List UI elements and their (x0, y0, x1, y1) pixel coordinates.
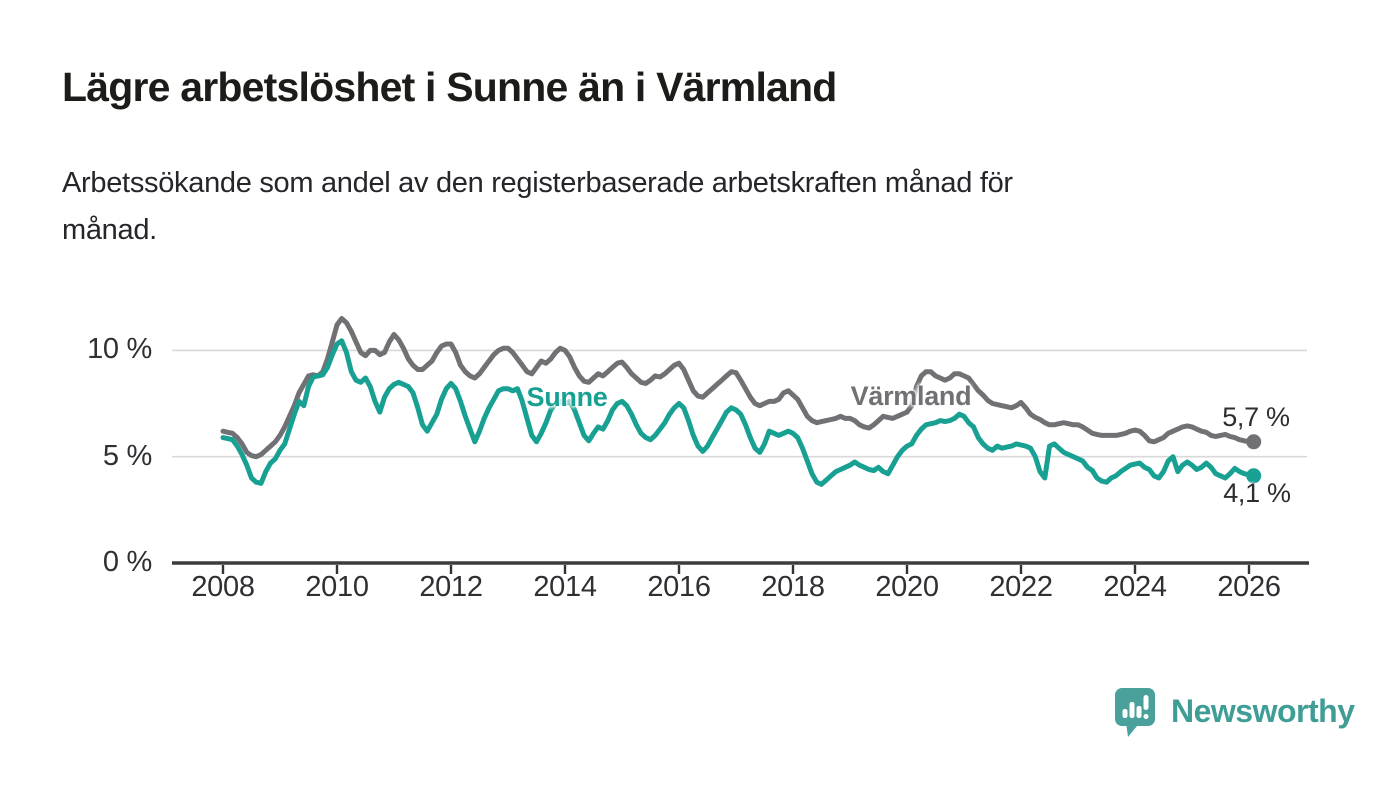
series-line-vrmland (220, 316, 1257, 460)
brand-footer: Newsworthy (1113, 685, 1355, 744)
series-line-sunne (220, 338, 1257, 487)
chart-subtitle: Arbetssökande som andel av den registerb… (62, 160, 1013, 254)
x-axis-label: 2020 (875, 571, 939, 603)
x-axis-label: 2018 (761, 571, 825, 603)
x-axis-label: 2026 (1217, 571, 1281, 603)
series-label-varmland: Värmland (850, 381, 972, 411)
series-label-sunne: Sunne (526, 382, 608, 412)
y-axis-label: 0 % (102, 546, 152, 578)
x-axis-label: 2010 (305, 571, 369, 603)
x-axis-label: 2016 (647, 571, 711, 603)
x-axis-label: 2012 (419, 571, 483, 603)
y-axis-label: 5 % (102, 439, 152, 472)
series-end-dot-vrmland (1246, 434, 1262, 450)
x-axis-label: 2022 (989, 571, 1053, 603)
x-axis-label: 2008 (191, 571, 255, 603)
end-value-sunne: 4,1 % (1223, 478, 1291, 508)
y-axis-label: 10 % (87, 333, 152, 366)
chart-subtitle-line1: Arbetssökande som andel av den registerb… (62, 167, 1013, 199)
brand-name: Newsworthy (1171, 692, 1355, 729)
newsworthy-logo-icon (1113, 685, 1157, 744)
end-value-varmland: 5,7 % (1222, 402, 1290, 432)
series-end-dot-sunne (1246, 468, 1262, 484)
x-axis-label: 2014 (533, 571, 597, 603)
chart-subtitle-line2: månad. (62, 214, 157, 246)
chart-title: Lägre arbetslöshet i Sunne än i Värmland (62, 64, 837, 110)
x-axis-label: 2024 (1103, 571, 1167, 603)
